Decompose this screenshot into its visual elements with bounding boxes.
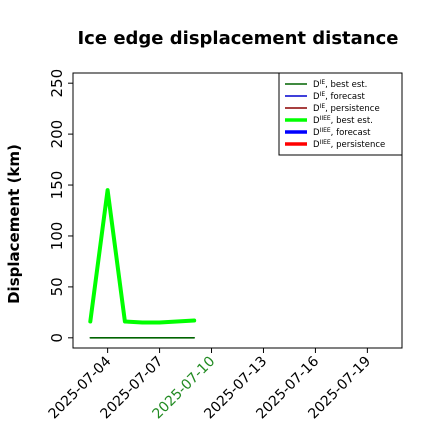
y-tick-label: 50 <box>48 277 66 296</box>
y-tick-label: 0 <box>48 333 66 343</box>
legend-entry: DIE, persistence <box>313 103 380 114</box>
y-tick-label: 250 <box>48 69 66 98</box>
y-axis-label: Displacement (km) <box>5 144 23 304</box>
chart-title: Ice edge displacement distance <box>77 28 398 49</box>
x-ticks: 2025-07-042025-07-072025-07-102025-07-13… <box>46 348 374 422</box>
legend-entry: DIE, best est. <box>313 79 367 90</box>
y-tick-label: 100 <box>48 222 66 251</box>
legend-entry: DIIEE, forecast <box>313 127 371 138</box>
series-line-3 <box>88 188 197 325</box>
y-tick-label: 150 <box>48 171 66 200</box>
legend-entry: DIE, forecast <box>313 91 366 102</box>
legend-entry: DIIEE, best est. <box>313 115 373 126</box>
y-ticks: 0 50 100 150 200 250 <box>48 69 73 343</box>
plot-area <box>72 72 403 349</box>
legend-box <box>278 72 403 156</box>
legend-entry: DIIEE, persistence <box>313 139 385 150</box>
series-layer <box>88 188 197 339</box>
y-tick-label: 200 <box>48 120 66 149</box>
